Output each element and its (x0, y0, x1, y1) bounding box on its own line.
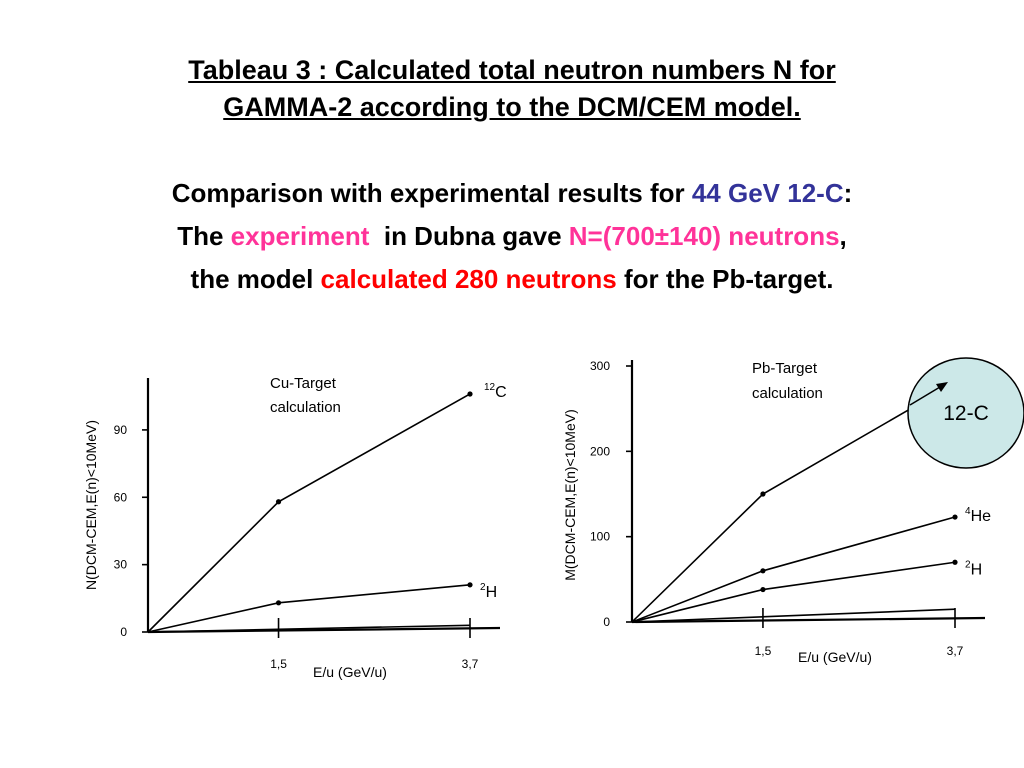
pb-series-baseline-line (631, 608, 956, 623)
pb-series-4he-point (760, 568, 766, 574)
cu-series-12c-line (147, 393, 471, 633)
cu-series-2h-label-element: H (486, 584, 498, 601)
pb-y-tick-label: 0 (603, 615, 610, 629)
pb-series-2h-label-mass: 2 (965, 559, 971, 570)
model-result-highlight: calculated 280 neutrons (320, 264, 617, 294)
cu-series-12c-label: 12C (484, 382, 507, 401)
pb-y-tick-label: 300 (590, 359, 610, 373)
experiment-highlight: experiment (230, 221, 370, 251)
comparison-line-2-c: in Dubna gave (369, 221, 569, 251)
cu-series-2h-point (467, 582, 473, 588)
pb-series-2h-point (952, 559, 958, 565)
title-line-2: GAMMA-2 according to the DCM/CEM model. (223, 92, 801, 122)
cu-x-tick-label: 1,5 (270, 657, 287, 671)
pb-series-4he-point (952, 514, 958, 520)
pb-x-axis (631, 616, 986, 624)
pb-series-12c-line (631, 382, 956, 623)
pb-series-4he-label-mass: 4 (965, 506, 971, 517)
cu-series-12c-label-mass: 12 (484, 382, 496, 393)
cu-chart: 0 30 60 90 1,5 3,7 E/u (GeV/u) N(DCM-CEM,E(n)<1… (83, 375, 507, 680)
cu-series-2h-label: 2H (480, 582, 497, 601)
cu-series-2h-point (275, 600, 282, 606)
pb-x-tick-label: 3,7 (947, 644, 964, 658)
comparison-line-1: Comparison with experimental results for… (0, 172, 1024, 215)
pb-chart: 0 100 200 300 1,5 3,7 E/u (GeV/u) M(DCM-CEM,E(n… (562, 359, 991, 665)
cu-y-tick-label: 0 (120, 625, 127, 639)
cu-x-tick-label: 3,7 (462, 657, 479, 671)
pb-y-tick-label: 100 (590, 530, 610, 544)
pb-note-line-2: calculation (752, 385, 823, 402)
pb-series-4he-label: 4He (965, 506, 991, 525)
pb-x-axis-label: E/u (GeV/u) (798, 649, 872, 665)
carbon-energy-highlight: 44 GeV 12-C (691, 178, 844, 208)
cu-note-line-2: calculation (270, 399, 341, 416)
pb-series-2h-point (760, 586, 766, 593)
pb-x-tick-label: 1,5 (755, 644, 772, 658)
comparison-line-3-a: the model (190, 264, 321, 294)
comparison-line-2-e: , (839, 221, 847, 251)
cu-x-axis-label: E/u (GeV/u) (313, 664, 387, 680)
comparison-line-3: the model calculated 280 neutrons for th… (0, 258, 1024, 301)
experiment-result-highlight: N=(700±140) neutrons (568, 221, 840, 251)
cu-y-tick-label: 90 (114, 423, 128, 437)
cu-series-12c-point (275, 499, 282, 505)
pb-note-line-1: Pb-Target (752, 360, 818, 377)
cu-series-2h-label-mass: 2 (480, 582, 486, 593)
pb-series-2h-line (631, 561, 956, 623)
comparison-text: Comparison with experimental results for… (0, 172, 1024, 301)
callout-arrow-head (936, 382, 948, 392)
cu-series-12c-point (467, 391, 473, 397)
comparison-line-2-a: The (177, 221, 231, 251)
comparison-line-1-a: Comparison with experimental results for (171, 178, 692, 208)
cu-y-tick-label: 30 (114, 558, 128, 572)
title-line-1: Tableau 3 : Calculated total neutron num… (188, 55, 836, 85)
comparison-line-1-c: : (843, 178, 853, 208)
cu-note-line-1: Cu-Target (270, 375, 337, 392)
cu-series-baseline-line (147, 624, 471, 633)
slide-title: Tableau 3 : Calculated total neutron num… (0, 52, 1024, 126)
cu-series-12c-label-element: C (495, 384, 507, 401)
callout-label: 12-C (943, 402, 989, 425)
cu-y-axis-label: N(DCM-CEM,E(n)<10MeV) (83, 420, 99, 590)
pb-series-12c-point (760, 491, 766, 497)
cu-y-tick-label: 60 (114, 490, 128, 504)
pb-series-4he-label-element: He (971, 508, 992, 525)
pb-series-2h-label-element: H (971, 561, 983, 578)
pb-y-axis-label: M(DCM-CEM,E(n)<10MeV) (562, 409, 578, 581)
cu-series-2h-line (147, 584, 471, 633)
pb-series-2h-label: 2H (965, 559, 982, 578)
callout-12c: 12-C (907, 357, 1024, 469)
pb-y-tick-label: 200 (590, 444, 610, 458)
comparison-line-3-c: for the Pb-target. (616, 264, 834, 294)
comparison-line-2: The experiment in Dubna gave N=(700±140)… (0, 215, 1024, 258)
